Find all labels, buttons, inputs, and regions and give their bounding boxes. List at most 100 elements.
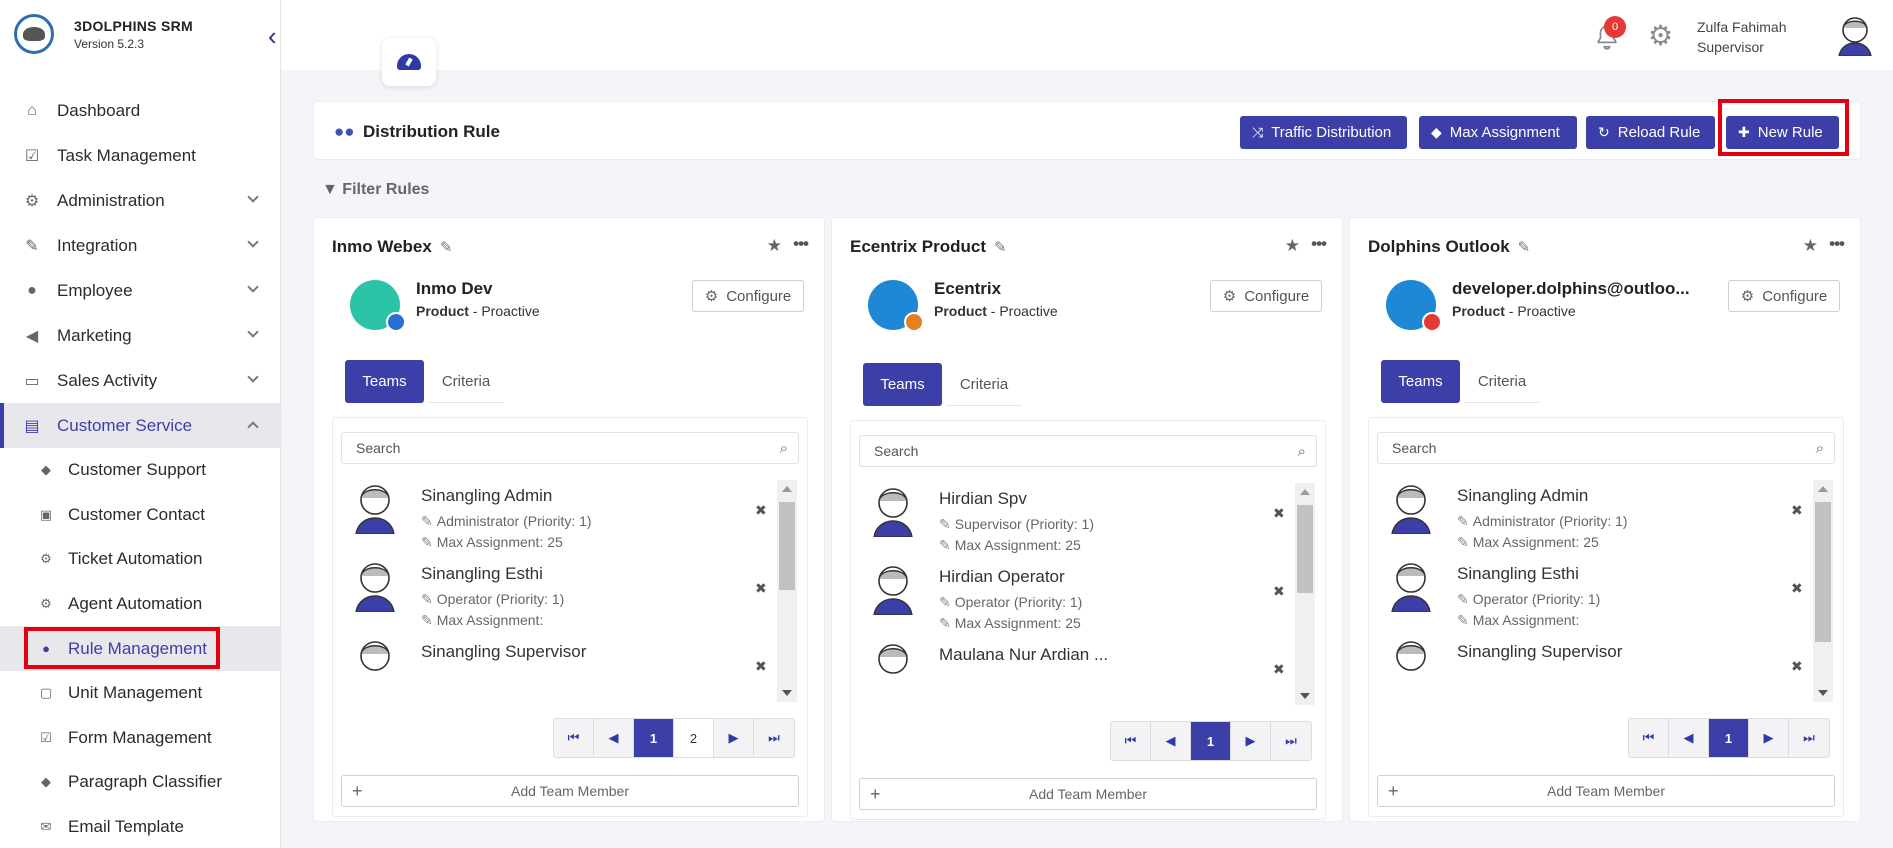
- next-page-icon[interactable]: ▶: [1231, 722, 1271, 760]
- page-number[interactable]: 2: [674, 719, 714, 757]
- sidebar-item-customer-service[interactable]: ▤ Customer Service: [0, 403, 281, 448]
- prev-page-icon[interactable]: ◀: [1151, 722, 1191, 760]
- edit-icon[interactable]: ✎: [439, 239, 453, 256]
- scrollbar[interactable]: [1295, 483, 1315, 705]
- sidebar-item-label: Rule Management: [68, 638, 207, 658]
- traffic-distribution-button[interactable]: ⤨ Traffic Distribution: [1240, 116, 1407, 149]
- remove-icon[interactable]: ✖: [1791, 502, 1803, 518]
- edit-icon[interactable]: ✎: [939, 615, 951, 631]
- last-page-icon[interactable]: ⏭: [768, 730, 780, 745]
- brand[interactable]: 3DOLPHINS SRM Version 5.2.3: [14, 14, 193, 54]
- remove-icon[interactable]: ✖: [755, 658, 767, 674]
- sidebar-subitem-customer-support[interactable]: ◆ Customer Support: [0, 448, 281, 493]
- search-input[interactable]: Search ⌕: [859, 435, 1317, 467]
- sidebar-subitem-paragraph-classifier[interactable]: ◆ Paragraph Classifier: [0, 760, 281, 805]
- sidebar-subitem-ticket-automation[interactable]: ⚙ Ticket Automation: [0, 537, 281, 582]
- first-page-icon[interactable]: ⏮: [1111, 722, 1151, 760]
- checkbox-icon: ☑: [24, 147, 40, 165]
- sidebar-item-employee[interactable]: ● Employee: [0, 268, 281, 313]
- scrollbar[interactable]: [1813, 480, 1833, 702]
- next-page-icon[interactable]: ▶: [1749, 719, 1789, 757]
- add-team-member-button[interactable]: + Add Team Member: [859, 778, 1317, 810]
- edit-icon[interactable]: ✎: [1457, 513, 1469, 529]
- scrollbar[interactable]: [777, 480, 797, 702]
- edit-icon[interactable]: ✎: [939, 537, 951, 553]
- sidebar-item-integration[interactable]: ✎ Integration: [0, 223, 281, 268]
- page-number[interactable]: 1: [1191, 722, 1231, 760]
- button-label: Configure: [1244, 287, 1310, 305]
- edit-icon[interactable]: ✎: [421, 513, 433, 529]
- sidebar-subitem-form-management[interactable]: ☑ Form Management: [0, 716, 281, 761]
- configure-button[interactable]: ⚙ Configure: [1210, 280, 1322, 312]
- star-icon[interactable]: ★: [1284, 236, 1300, 255]
- edit-icon[interactable]: ✎: [421, 591, 433, 607]
- rule-card: Dolphins Outlook ✎ ★ ••• developer.dolphi…: [1349, 217, 1861, 822]
- sidebar: 3DOLPHINS SRM Version 5.2.3 ‹ ⌂ Dashboar…: [0, 0, 281, 848]
- tab-teams[interactable]: Teams: [863, 363, 942, 406]
- page-number[interactable]: 1: [1709, 719, 1749, 757]
- edit-icon[interactable]: ✎: [939, 516, 951, 532]
- sidebar-subitem-unit-management[interactable]: ▢ Unit Management: [0, 671, 281, 716]
- sidebar-item-sales-activity[interactable]: ▭ Sales Activity: [0, 358, 281, 403]
- sidebar-item-administration[interactable]: ⚙ Administration: [0, 178, 281, 223]
- first-page-icon[interactable]: ⏮: [1629, 719, 1669, 757]
- reload-rule-button[interactable]: ↻ Reload Rule: [1586, 116, 1715, 149]
- prev-page-icon[interactable]: ◀: [594, 719, 634, 757]
- last-page-icon[interactable]: ⏭: [1803, 730, 1815, 745]
- edit-icon[interactable]: ✎: [994, 239, 1007, 256]
- sidebar-item-marketing[interactable]: ◀ Marketing: [0, 313, 281, 358]
- tab-teams[interactable]: Teams: [345, 360, 424, 403]
- chevron-down-icon: [247, 371, 259, 383]
- tab-criteria[interactable]: Criteria: [1464, 360, 1540, 403]
- search-input[interactable]: Search ⌕: [341, 432, 799, 464]
- edit-icon[interactable]: ✎: [421, 612, 433, 628]
- configure-button[interactable]: ⚙ Configure: [692, 280, 804, 312]
- next-page-icon[interactable]: ▶: [714, 719, 754, 757]
- tab-teams[interactable]: Teams: [1381, 360, 1460, 403]
- sidebar-item-task-management[interactable]: ☑ Task Management: [0, 133, 281, 178]
- remove-icon[interactable]: ✖: [1273, 583, 1285, 599]
- new-rule-button[interactable]: ✚ New Rule: [1726, 116, 1839, 149]
- edit-icon[interactable]: ✎: [1517, 239, 1531, 256]
- rule-title-text: Ecentrix Product: [850, 237, 987, 256]
- gear-icon: ⚙: [704, 288, 719, 305]
- configure-button[interactable]: ⚙ Configure: [1728, 280, 1840, 312]
- last-page-icon[interactable]: ⏭: [1285, 733, 1297, 748]
- tab-criteria[interactable]: Criteria: [946, 363, 1022, 406]
- edit-icon[interactable]: ✎: [939, 594, 951, 610]
- chevron-left-icon[interactable]: ‹: [268, 21, 277, 51]
- remove-icon[interactable]: ✖: [1791, 580, 1803, 596]
- star-icon[interactable]: ★: [1802, 236, 1818, 255]
- remove-icon[interactable]: ✖: [1273, 661, 1285, 677]
- sidebar-subitem-customer-contact[interactable]: ▣ Customer Contact: [0, 493, 281, 538]
- more-options-icon[interactable]: •••: [1829, 234, 1845, 253]
- remove-icon[interactable]: ✖: [1273, 505, 1285, 521]
- page-number[interactable]: 1: [634, 719, 674, 757]
- star-icon[interactable]: ★: [766, 236, 782, 255]
- edit-icon[interactable]: ✎: [421, 534, 433, 550]
- avatar[interactable]: [1835, 14, 1875, 57]
- max-assignment-button[interactable]: ◆ Max Assignment: [1419, 116, 1577, 149]
- search-input[interactable]: Search ⌕: [1377, 432, 1835, 464]
- sidebar-subitem-email-template[interactable]: ✉ Email Template: [0, 805, 281, 848]
- remove-icon[interactable]: ✖: [755, 502, 767, 518]
- filter-rules-toggle[interactable]: ▼ Filter Rules: [322, 181, 429, 199]
- edit-icon[interactable]: ✎: [1457, 534, 1469, 550]
- settings-gear-icon[interactable]: ⚙: [1648, 20, 1674, 51]
- sidebar-subitem-agent-automation[interactable]: ⚙ Agent Automation: [0, 582, 281, 627]
- more-options-icon[interactable]: •••: [793, 234, 809, 253]
- remove-icon[interactable]: ✖: [755, 580, 767, 596]
- more-options-icon[interactable]: •••: [1311, 234, 1327, 253]
- add-team-member-button[interactable]: + Add Team Member: [1377, 775, 1835, 807]
- tab-criteria[interactable]: Criteria: [428, 360, 504, 403]
- user-info[interactable]: Zulfa Fahimah Supervisor: [1697, 17, 1786, 57]
- sidebar-subitem-rule-management[interactable]: ● Rule Management: [0, 626, 281, 671]
- remove-icon[interactable]: ✖: [1791, 658, 1803, 674]
- prev-page-icon[interactable]: ◀: [1669, 719, 1709, 757]
- dashboard-gauge-icon[interactable]: [382, 38, 436, 86]
- edit-icon[interactable]: ✎: [1457, 612, 1469, 628]
- edit-icon[interactable]: ✎: [1457, 591, 1469, 607]
- add-team-member-button[interactable]: + Add Team Member: [341, 775, 799, 807]
- sidebar-item-dashboard[interactable]: ⌂ Dashboard: [0, 88, 281, 133]
- first-page-icon[interactable]: ⏮: [554, 719, 594, 757]
